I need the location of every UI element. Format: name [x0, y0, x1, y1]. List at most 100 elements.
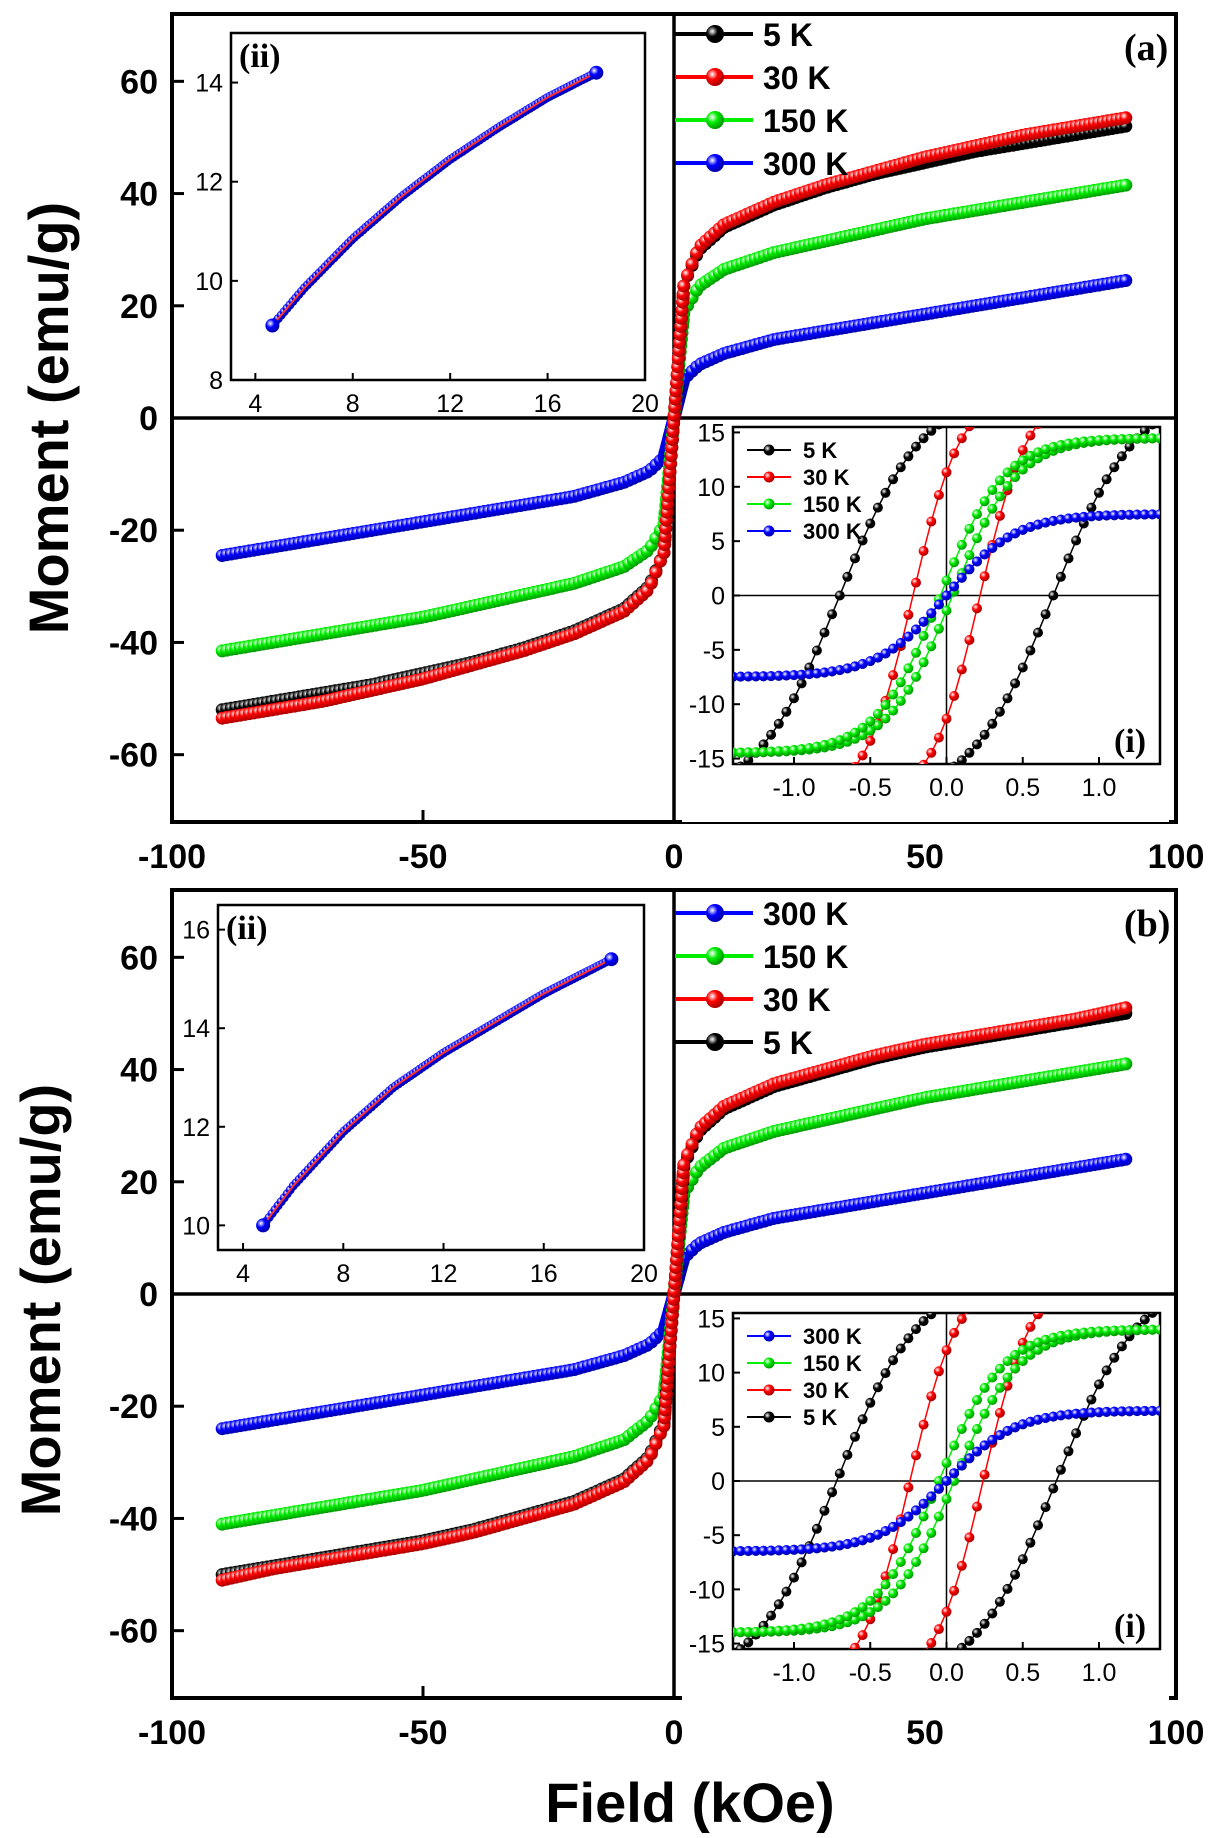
loop-point-a-30K-0-55 — [1147, 384, 1157, 394]
inset-i-legend-label-b-2: 30 K — [803, 1378, 850, 1403]
loop-point-a-150K-1-17 — [857, 722, 868, 733]
panel-tag-b: (b) — [1124, 903, 1170, 945]
loop-point-b-150K-1-41 — [1040, 1334, 1051, 1345]
loop-point-a-150K-0-38 — [1017, 464, 1028, 475]
loop-point-b-30K-0-28 — [941, 1606, 952, 1617]
loop-point-b-300K-1-13 — [827, 1541, 838, 1552]
loop-point-b-30K-1-36 — [1003, 1278, 1013, 1288]
loop-point-b-5K-1-34 — [987, 1280, 997, 1290]
loop-point-b-300K-1-27 — [933, 1483, 944, 1494]
loop-point-a-5K-1-33 — [980, 397, 990, 407]
loop-point-a-150K-1-50 — [1109, 434, 1120, 445]
loop-point-a-300K-1-13 — [827, 666, 838, 677]
loop-point-b-30K-1-42 — [1048, 1271, 1058, 1281]
point-b-30K-95 — [644, 1447, 658, 1461]
loop-point-a-300K-1-31 — [964, 564, 975, 575]
loop-point-a-150K-1-6 — [773, 746, 784, 757]
inset-ii-data-a — [265, 65, 604, 333]
loop-point-b-5K-1-2 — [743, 1637, 754, 1648]
loop-point-b-150K-0-36 — [1002, 1372, 1013, 1383]
loop-point-b-300K-1-25 — [918, 1498, 929, 1509]
loop-point-a-30K-1-28 — [941, 467, 952, 478]
loop-point-b-150K-1-30 — [956, 1424, 967, 1434]
loop-point-a-150K-1-3 — [750, 747, 761, 758]
loop-point-a-30K-1-33 — [980, 405, 990, 415]
loop-point-b-150K-1-31 — [964, 1408, 975, 1419]
loop-point-a-150K-1-45 — [1071, 437, 1082, 448]
loop-point-b-30K-1-27 — [933, 1366, 944, 1377]
loop-point-b-30K-1-23 — [903, 1482, 914, 1493]
loop-point-a-150K-1-56 — [1155, 433, 1160, 444]
loop-point-b-300K-1-53 — [1132, 1406, 1143, 1417]
loop-point-a-30K-1-56 — [1155, 384, 1165, 394]
loop-point-a-30K-0-44 — [1064, 395, 1074, 405]
inset-i-y-label-b-0: 0 — [711, 1468, 725, 1496]
loop-point-a-30K-1-30 — [956, 433, 967, 444]
inset-i-x-label-a-1: -0.5 — [849, 774, 892, 802]
loop-point-b-5K-0-44 — [1063, 1446, 1074, 1457]
loop-point-b-300K-1-43 — [1055, 1410, 1066, 1421]
loop-line-b-5K-0 — [959, 1313, 1154, 1649]
loop-point-b-300K-1-10 — [804, 1543, 815, 1554]
inset-ii-x-label-a-20: 20 — [631, 390, 659, 418]
loop-point-b-5K-1-5 — [766, 1610, 777, 1621]
series-a-300K — [215, 274, 1133, 562]
loop-point-b-150K-1-55 — [1147, 1324, 1158, 1335]
loop-point-a-150K-1-42 — [1048, 441, 1059, 452]
loop-point-b-30K-1-26 — [926, 1391, 937, 1402]
loop-point-a-30K-1-40 — [1033, 386, 1043, 396]
point-a-30K-95 — [644, 576, 658, 590]
legend-label-a-1: 30 K — [763, 60, 831, 96]
loop-point-b-5K-1-28 — [942, 1298, 952, 1308]
inset-ii-frame-b — [216, 903, 646, 1252]
y-tick-label-a-0: 0 — [139, 400, 158, 438]
loop-point-b-150K-0-35 — [994, 1382, 1005, 1393]
x-axis-label: Field (kOe) — [545, 1771, 834, 1833]
loop-point-a-5K-1-41 — [1041, 387, 1051, 397]
loop-point-b-30K-0-29 — [949, 1585, 960, 1596]
loop-point-b-30K-1-40 — [1033, 1272, 1043, 1282]
loop-point-a-30K-0-51 — [1117, 385, 1127, 395]
loop-a-150K — [733, 433, 1160, 758]
loop-point-b-5K-1-8 — [789, 1572, 799, 1583]
loop-point-b-150K-0-16 — [850, 1614, 860, 1625]
curves-b — [215, 1001, 1133, 1587]
inset-i-legend-b-0: 300 K — [747, 1324, 862, 1349]
loop-point-a-150K-1-33 — [979, 496, 990, 507]
loop-point-b-150K-1-7 — [781, 1625, 792, 1636]
loop-point-b-150K-1-40 — [1033, 1337, 1043, 1348]
loop-point-a-30K-0-26 — [926, 747, 937, 758]
loop-point-b-30K-1-49 — [1102, 1270, 1112, 1280]
loop-point-b-5K-1-16 — [850, 1431, 860, 1442]
inset-i-x-label-a-3: 0.5 — [1005, 774, 1040, 802]
loop-point-b-30K-0-40 — [1033, 1313, 1043, 1320]
loop-point-a-30K-1-25 — [918, 546, 929, 556]
loop-point-a-30K-1-46 — [1079, 384, 1089, 394]
loop-point-b-150K-0-34 — [987, 1395, 998, 1405]
loop-point-a-5K-1-9 — [796, 678, 807, 689]
inset-i-legend-a-2: 150 K — [747, 492, 862, 517]
inset-ii-y-label-a-10: 10 — [195, 268, 223, 296]
loop-point-b-150K-1-46 — [1078, 1327, 1089, 1338]
inset-i-y-label-a-5: 5 — [711, 528, 725, 556]
loop-point-b-5K-1-51 — [1117, 1271, 1127, 1281]
loop-point-a-150K-1-36 — [1002, 467, 1013, 478]
loop-point-a-30K-0-45 — [1071, 392, 1081, 402]
legend-marker-b-2 — [706, 990, 724, 1008]
loop-point-a-300K-1-43 — [1055, 514, 1066, 525]
loop-point-b-5K-0-42 — [1048, 1483, 1059, 1494]
loop-point-b-150K-1-16 — [850, 1607, 860, 1618]
loop-point-a-300K-1-10 — [804, 669, 815, 680]
inset-ii-x-label-a-4: 4 — [248, 390, 262, 418]
legend-entry-b-5K: 5 K — [675, 1025, 813, 1061]
loop-point-a-5K-0-52 — [1124, 441, 1135, 452]
loop-point-a-30K-1-44 — [1064, 385, 1074, 395]
loop-point-a-30K-1-37 — [1010, 390, 1020, 400]
loop-a-300K — [733, 509, 1160, 682]
loop-point-b-150K-1-1 — [735, 1627, 746, 1638]
loop-point-b-30K-1-52 — [1125, 1270, 1135, 1280]
loop-point-b-5K-0-45 — [1071, 1428, 1082, 1439]
inset-i-y-label-b-15: 15 — [697, 1305, 725, 1333]
inset-i-legend-a-3: 300 K — [747, 519, 862, 544]
